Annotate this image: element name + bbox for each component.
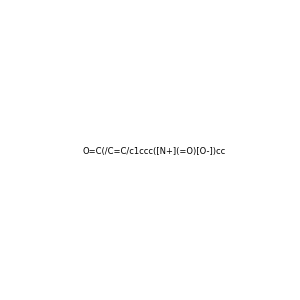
- Text: O=C(/C=C/c1ccc([N+](=O)[O-])cc: O=C(/C=C/c1ccc([N+](=O)[O-])cc: [82, 147, 225, 156]
